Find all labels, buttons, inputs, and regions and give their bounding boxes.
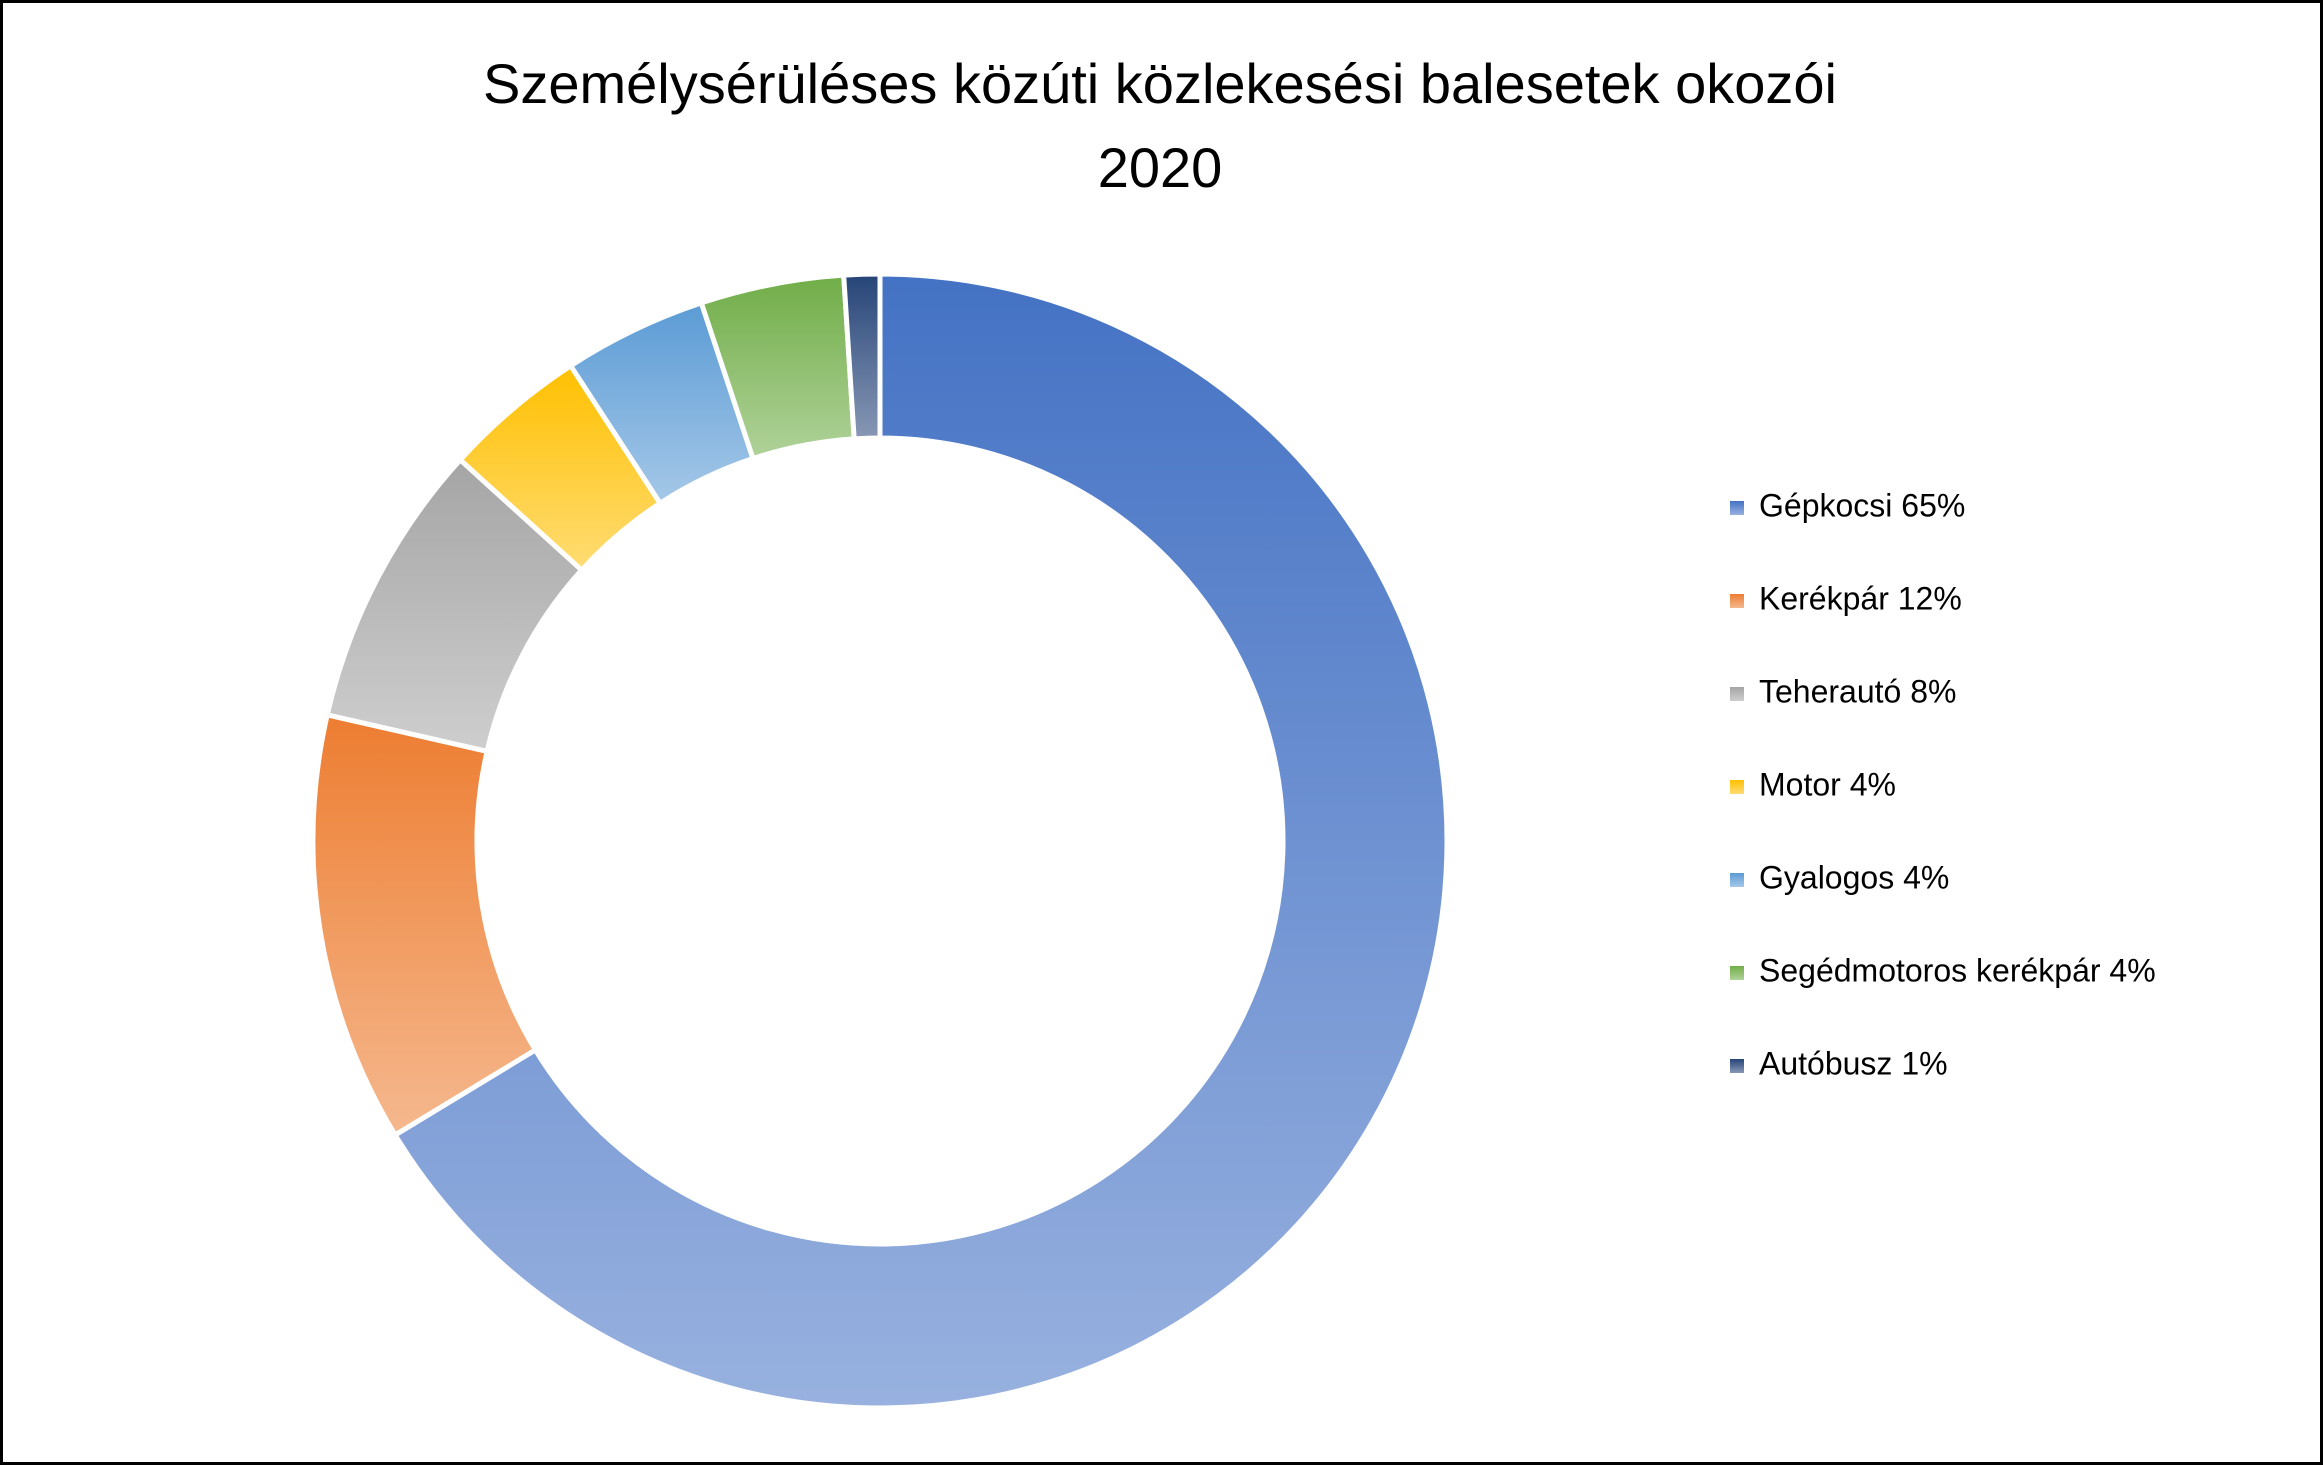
chart-title: 2020 — [1098, 136, 1223, 199]
legend-marker — [1730, 1059, 1744, 1073]
legend-marker — [1730, 501, 1744, 515]
legend-label: Autóbusz 1% — [1759, 1045, 1948, 1081]
legend-marker — [1730, 966, 1744, 980]
legend-label: Teherautó 8% — [1759, 673, 1956, 709]
legend-label: Gyalogos 4% — [1759, 859, 1949, 895]
legend-marker — [1730, 594, 1744, 608]
donut-slice — [391, 271, 1450, 1411]
chart-title: Személysérüléses közúti közlekesési bale… — [483, 52, 1837, 115]
legend-marker — [1730, 873, 1744, 887]
legend-label: Motor 4% — [1759, 766, 1896, 802]
donut-slice — [841, 271, 883, 442]
legend-marker — [1730, 780, 1744, 794]
legend-label: Gépkocsi 65% — [1759, 487, 1965, 523]
legend-label: Segédmotoros kerékpár 4% — [1759, 952, 2156, 988]
legend-marker — [1730, 687, 1744, 701]
legend-label: Kerékpár 12% — [1759, 580, 1962, 616]
